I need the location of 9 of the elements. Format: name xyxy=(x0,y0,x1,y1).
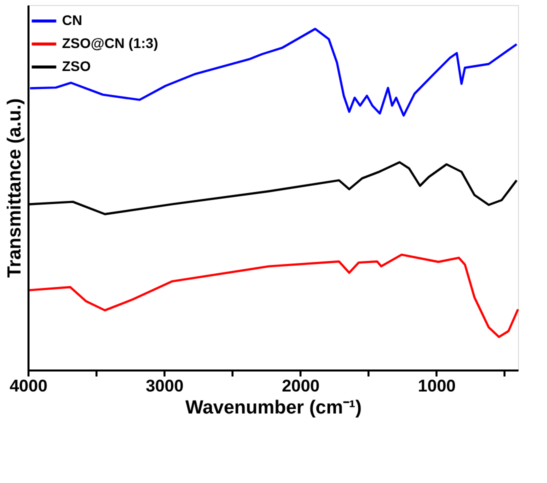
y-axis-title: Transmittance (a.u.) xyxy=(4,98,26,278)
x-tick-label: 1000 xyxy=(418,376,456,396)
legend-label: ZSO xyxy=(62,58,91,74)
x-tick-label: 4000 xyxy=(10,376,48,396)
x-tick-label: 2000 xyxy=(282,376,320,396)
legend-label: ZSO@CN (1:3) xyxy=(62,35,158,51)
legend-label: CN xyxy=(62,12,82,28)
x-tick-label: 3000 xyxy=(146,376,184,396)
x-axis-title: Wavenumber (cm⁻¹) xyxy=(185,398,362,418)
